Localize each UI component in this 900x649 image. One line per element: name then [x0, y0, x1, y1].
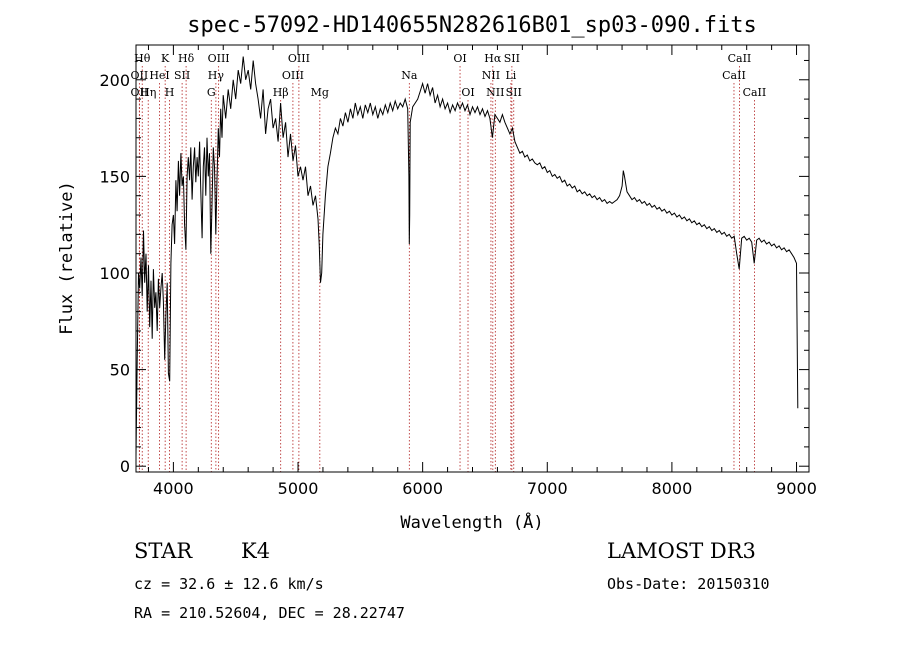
- line-marker-label: H: [165, 86, 175, 99]
- chart-title: spec-57092-HD140655N282616B01_sp03-090.f…: [187, 13, 757, 38]
- x-axis-label: Wavelength (Å): [400, 511, 543, 533]
- line-marker-label: OII: [131, 86, 149, 99]
- line-marker-label: OIII: [208, 52, 230, 65]
- object-class: STAR: [134, 539, 193, 563]
- object-subclass: K4: [241, 539, 271, 563]
- redshift-velocity: cz = 32.6 ± 12.6 km/s: [134, 575, 324, 593]
- line-marker-label: Hγ: [208, 69, 225, 82]
- survey-name: LAMOST DR3: [607, 539, 756, 563]
- line-marker-label: HeI: [149, 69, 169, 82]
- line-marker-label: CaII: [743, 86, 767, 99]
- line-marker-label: Hα: [484, 52, 502, 65]
- x-tick-label: 5000: [278, 479, 319, 498]
- line-marker-label: SII: [506, 86, 522, 99]
- line-marker-label: Hθ: [134, 52, 151, 65]
- line-marker-label: OI: [453, 52, 466, 65]
- line-marker-label: Mg: [311, 86, 329, 99]
- line-marker-label: OII: [131, 69, 149, 82]
- y-tick-label: 0: [120, 457, 130, 476]
- line-marker-label: CaII: [728, 52, 752, 65]
- x-tick-label: 4000: [153, 479, 194, 498]
- line-marker-label: Hδ: [178, 52, 195, 65]
- line-marker-labels: HθOIIOIIHηHeIKHSIIHδHγGOIIIHβOIIIOIIIMgN…: [131, 52, 767, 99]
- x-tick-label: 9000: [776, 479, 817, 498]
- x-tick-label: 7000: [527, 479, 568, 498]
- line-marker-label: Na: [401, 69, 418, 82]
- line-marker-label: OIII: [288, 52, 310, 65]
- line-marker-label: Li: [505, 69, 516, 82]
- x-tick-label: 6000: [402, 479, 443, 498]
- y-axis-ticks: 0 50 100 150 200: [99, 59, 809, 476]
- x-axis-ticks: 4000 5000 6000 7000 8000 9000: [147, 45, 817, 498]
- x-tick-label: 8000: [652, 479, 693, 498]
- line-marker-label: NII: [482, 69, 500, 82]
- line-marker-label: Hη: [140, 86, 156, 99]
- y-tick-label: 200: [99, 71, 130, 90]
- line-marker-label: Hβ: [273, 86, 289, 99]
- line-marker-label: OIII: [282, 69, 304, 82]
- coordinates: RA = 210.52604, DEC = 28.22747: [134, 604, 405, 622]
- line-markers: [138, 66, 755, 472]
- line-marker-label: SII: [174, 69, 190, 82]
- plot-frame: [135, 44, 810, 473]
- y-tick-label: 50: [110, 361, 130, 380]
- line-marker-label: NII: [486, 86, 504, 99]
- line-marker-label: OI: [461, 86, 474, 99]
- line-marker-label: SII: [504, 52, 520, 65]
- line-marker-label: K: [161, 52, 170, 65]
- y-tick-label: 150: [99, 167, 130, 186]
- spectrum-line: [135, 56, 799, 457]
- y-tick-label: 100: [99, 264, 130, 283]
- observation-date: Obs-Date: 20150310: [607, 575, 770, 593]
- line-marker-label: G: [207, 86, 216, 99]
- line-marker-label: CaII: [722, 69, 746, 82]
- y-axis-label: Flux (relative): [57, 181, 77, 335]
